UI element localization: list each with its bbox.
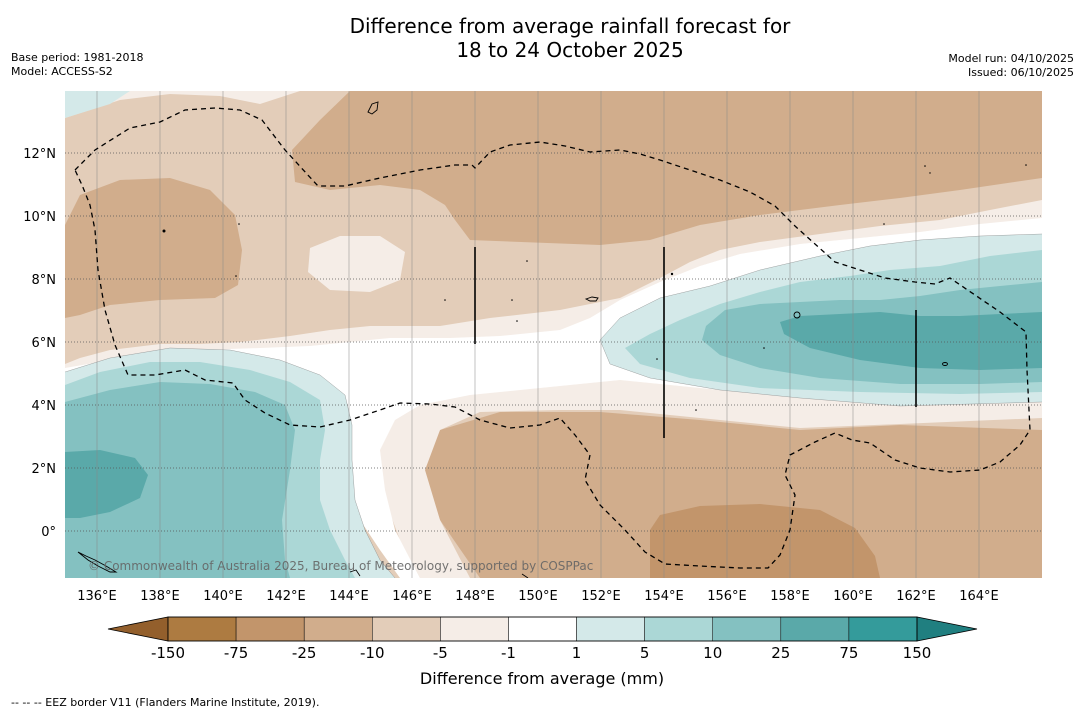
colorbar-label: -1	[501, 644, 516, 662]
colorbar-cell	[644, 616, 713, 642]
fill-band-dark-teal	[780, 312, 1042, 370]
fill-left-dry-patch	[65, 178, 242, 318]
solid-boundary-lines	[474, 247, 917, 438]
colorbar-label: 5	[640, 644, 650, 662]
colorbar-cells	[167, 616, 918, 642]
colorbar-label: -75	[224, 644, 249, 662]
lon-label-164e: 164°E	[959, 589, 999, 604]
colorbar-labels: -150 -75 -25 -10 -5 -1 1 5 10 25 75 150	[151, 644, 931, 662]
colorbar-cell	[303, 616, 373, 642]
colorbar-label: 10	[703, 644, 722, 662]
model-name: Model: ACCESS-S2	[11, 65, 113, 78]
colorbar-label: -10	[360, 644, 385, 662]
colorbar-cell	[235, 616, 305, 642]
lat-label-4n: 4°N	[32, 399, 57, 414]
lon-label-142e: 142°E	[266, 589, 306, 604]
eez-border	[74, 107, 1031, 569]
lon-label-146e: 146°E	[392, 589, 432, 604]
colorbar-label: -5	[433, 644, 448, 662]
colorbar-title: Difference from average (mm)	[419, 669, 665, 688]
lat-label-2n: 2°N	[32, 462, 57, 477]
lon-label-150e: 150°E	[518, 589, 558, 604]
latitude-grid	[65, 152, 1042, 532]
lon-label-144e: 144°E	[329, 589, 369, 604]
longitude-grid	[96, 91, 980, 578]
island-dots	[162, 164, 1027, 411]
lon-label-136e: 136°E	[77, 589, 117, 604]
colorbar-cell	[848, 616, 918, 642]
colorbar-label: 75	[839, 644, 858, 662]
issued-date: Issued: 06/10/2025	[967, 66, 1074, 79]
copyright-notice: © Commonwealth of Australia 2025, Bureau…	[88, 559, 593, 573]
colorbar-cell	[508, 616, 577, 642]
metadata-left: Base period: 1981-2018 Model: ACCESS-S2	[11, 51, 143, 79]
lat-label-8n: 8°N	[32, 273, 57, 288]
colorbar	[107, 616, 978, 642]
lon-label-156e: 156°E	[707, 589, 747, 604]
colorbar-label: 150	[903, 644, 932, 662]
islands	[77, 101, 948, 578]
colorbar-cell	[712, 616, 782, 642]
colorbar-label: 1	[572, 644, 582, 662]
metadata-right: Model run: 04/10/2025 Issued: 06/10/2025	[948, 52, 1074, 80]
lon-label-140e: 140°E	[203, 589, 243, 604]
colorbar-cell	[780, 616, 850, 642]
colorbar-cell	[372, 616, 441, 642]
lon-label-152e: 152°E	[581, 589, 621, 604]
colorbar-label: -25	[292, 644, 317, 662]
lat-label-0: 0°	[41, 525, 56, 540]
map-fill-layers	[65, 91, 1042, 578]
chart-title: Difference from average rainfall forecas…	[0, 14, 1085, 62]
colorbar-label: -150	[151, 644, 185, 662]
title-line-1: Difference from average rainfall forecas…	[349, 14, 791, 38]
colorbar-cell	[440, 616, 509, 642]
model-run: Model run: 04/10/2025	[948, 52, 1074, 65]
fill-dry-patch-south	[650, 504, 880, 578]
lon-label-154e: 154°E	[644, 589, 684, 604]
longitude-labels: 136°E 138°E 140°E 142°E 144°E 146°E 148°…	[77, 589, 999, 604]
lat-label-10n: 10°N	[23, 210, 56, 225]
colorbar-cell	[167, 616, 237, 642]
colorbar-label: 25	[771, 644, 790, 662]
lon-label-148e: 148°E	[455, 589, 495, 604]
colorbar-under-triangle	[107, 616, 169, 642]
base-period: Base period: 1981-2018	[11, 51, 144, 64]
lon-label-162e: 162°E	[896, 589, 936, 604]
lon-label-158e: 158°E	[770, 589, 810, 604]
lat-label-12n: 12°N	[23, 147, 56, 162]
fill-band-pale	[65, 91, 300, 118]
latitude-labels: 12°N 10°N 8°N 6°N 4°N 2°N 0°	[23, 147, 56, 540]
lat-label-6n: 6°N	[32, 336, 57, 351]
title-line-2: 18 to 24 October 2025	[456, 38, 684, 62]
eez-footnote: -- -- -- EEZ border V11 (Flanders Marine…	[11, 696, 320, 709]
lon-label-138e: 138°E	[140, 589, 180, 604]
colorbar-cell	[576, 616, 645, 642]
colorbar-over-triangle	[916, 616, 978, 642]
lon-label-160e: 160°E	[833, 589, 873, 604]
